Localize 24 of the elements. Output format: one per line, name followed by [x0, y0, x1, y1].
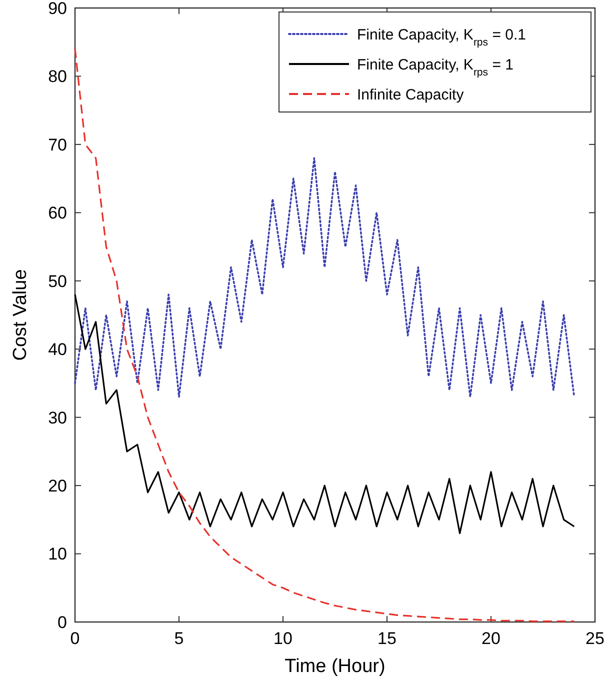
y-tick-label: 80: [48, 67, 67, 86]
x-tick-label: 5: [174, 629, 184, 648]
x-tick-label: 10: [274, 629, 292, 648]
y-axis-title: Cost Value: [10, 269, 31, 361]
y-tick-label: 10: [48, 544, 67, 564]
y-tick-label: 70: [48, 135, 67, 154]
line-series: [74, 294, 575, 534]
x-tick-label: 25: [586, 629, 604, 648]
legend-label: Infinite Capacity: [357, 86, 464, 104]
y-tick-label: 90: [48, 0, 67, 18]
y-tick-label: 50: [48, 272, 67, 291]
x-tick-label: 15: [378, 629, 396, 648]
y-tick-label: 60: [48, 204, 67, 223]
y-tick-label: 20: [48, 476, 67, 496]
x-tick-label: 20: [482, 629, 500, 648]
legend-label: Finite Capacity, K$_{rps}$ = 1: [357, 56, 514, 78]
y-tick-label: 40: [48, 340, 67, 360]
y-tick-label: 30: [48, 408, 67, 428]
y-tick-label: 0: [58, 612, 67, 632]
x-tick-label: 0: [70, 629, 80, 648]
legend-label: Finite Capacity, K$_{rps}$ = 0.1: [357, 26, 526, 48]
x-axis-title: Time (Hour): [284, 656, 386, 677]
line-series: [74, 48, 575, 622]
line-series: [74, 157, 576, 398]
